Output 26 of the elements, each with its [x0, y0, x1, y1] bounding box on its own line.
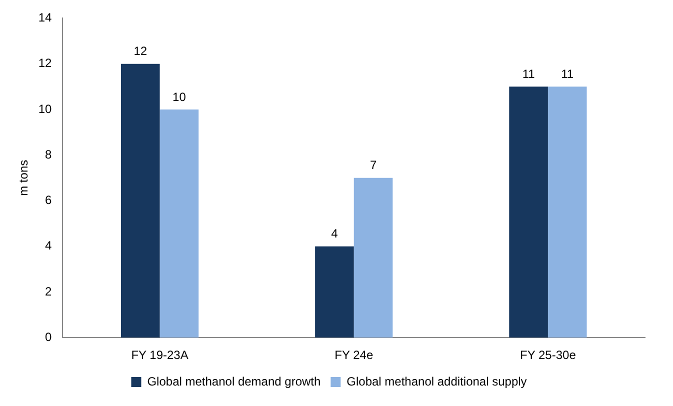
data-label: 10 [172, 90, 186, 104]
y-tick-label: 14 [38, 10, 52, 25]
bar [315, 246, 354, 338]
y-tick-label: 2 [45, 284, 52, 298]
y-tick-label: 4 [45, 238, 52, 253]
data-label: 4 [331, 226, 338, 241]
y-tick-label: 6 [45, 193, 52, 208]
y-tick-label: 0 [45, 330, 52, 344]
y-tick-label: 8 [45, 147, 52, 162]
legend-label: Global methanol demand growth [147, 374, 321, 388]
legend-label: Global methanol additional supply [346, 374, 527, 388]
bar [548, 86, 587, 338]
data-label: 7 [370, 158, 377, 172]
data-label: 11 [561, 66, 574, 81]
y-tick-label: 12 [38, 56, 52, 70]
y-axis-title: m tons [16, 160, 31, 196]
bar [160, 109, 199, 338]
x-tick-label: FY 24e [334, 348, 374, 362]
bar [120, 64, 160, 338]
x-tick-label: FY 25-30e [520, 348, 576, 362]
y-tick-label: 10 [38, 102, 52, 116]
bar [509, 86, 548, 338]
x-tick-label: FY 19-23A [131, 348, 188, 362]
bar [354, 178, 393, 338]
data-label: 12 [134, 44, 148, 58]
data-label: 11 [522, 66, 536, 81]
